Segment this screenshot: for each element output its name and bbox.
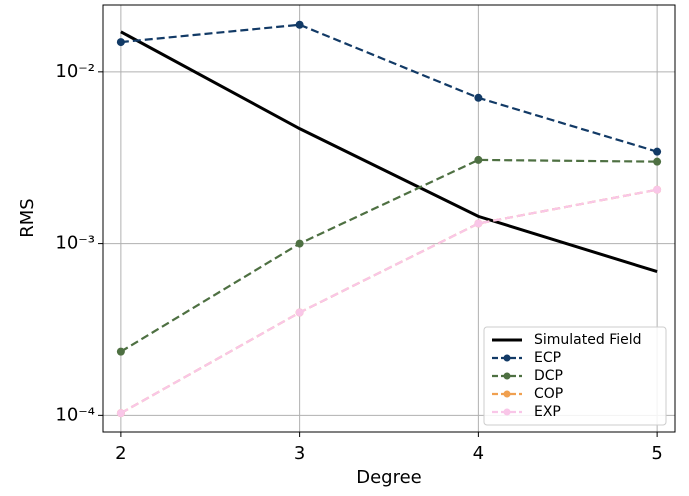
- marker: [474, 155, 483, 164]
- legend-label: EXP: [534, 404, 561, 420]
- line-series: [120, 30, 658, 274]
- legend-label: DCP: [534, 368, 563, 384]
- legend-marker: [503, 372, 511, 380]
- marker: [653, 147, 662, 156]
- marker: [295, 239, 304, 248]
- marker: [295, 20, 304, 29]
- line-series: [120, 158, 658, 353]
- y-axis-label: RMS: [17, 198, 38, 237]
- line-series: [120, 188, 658, 415]
- plot-frame: [102, 4, 676, 433]
- y-tick-label: 10⁻⁴: [55, 404, 95, 425]
- x-tick-label: 3: [294, 443, 305, 464]
- marker: [474, 219, 483, 228]
- legend-marker: [503, 354, 511, 362]
- legend-label: ECP: [534, 350, 561, 366]
- marker: [653, 185, 662, 194]
- y-tick-label: 10⁻²: [55, 61, 95, 82]
- marker: [295, 308, 304, 317]
- legend-marker: [503, 408, 511, 416]
- y-tick-label: 10⁻³: [55, 233, 95, 254]
- marker: [474, 93, 483, 102]
- marker: [116, 347, 125, 356]
- legend-marker: [503, 390, 511, 398]
- legend-label: Simulated Field: [534, 332, 642, 348]
- x-tick-label: 5: [651, 443, 662, 464]
- line-series: [120, 23, 658, 153]
- legend-label: COP: [534, 386, 563, 402]
- x-tick-label: 2: [115, 443, 126, 464]
- legend-box: [483, 326, 667, 426]
- marker: [653, 157, 662, 166]
- x-axis-label: Degree: [356, 467, 422, 488]
- marker: [116, 38, 125, 47]
- marker: [116, 409, 125, 418]
- x-tick-label: 4: [473, 443, 484, 464]
- legend: Simulated Field ECP DCP COP EXP: [483, 326, 667, 426]
